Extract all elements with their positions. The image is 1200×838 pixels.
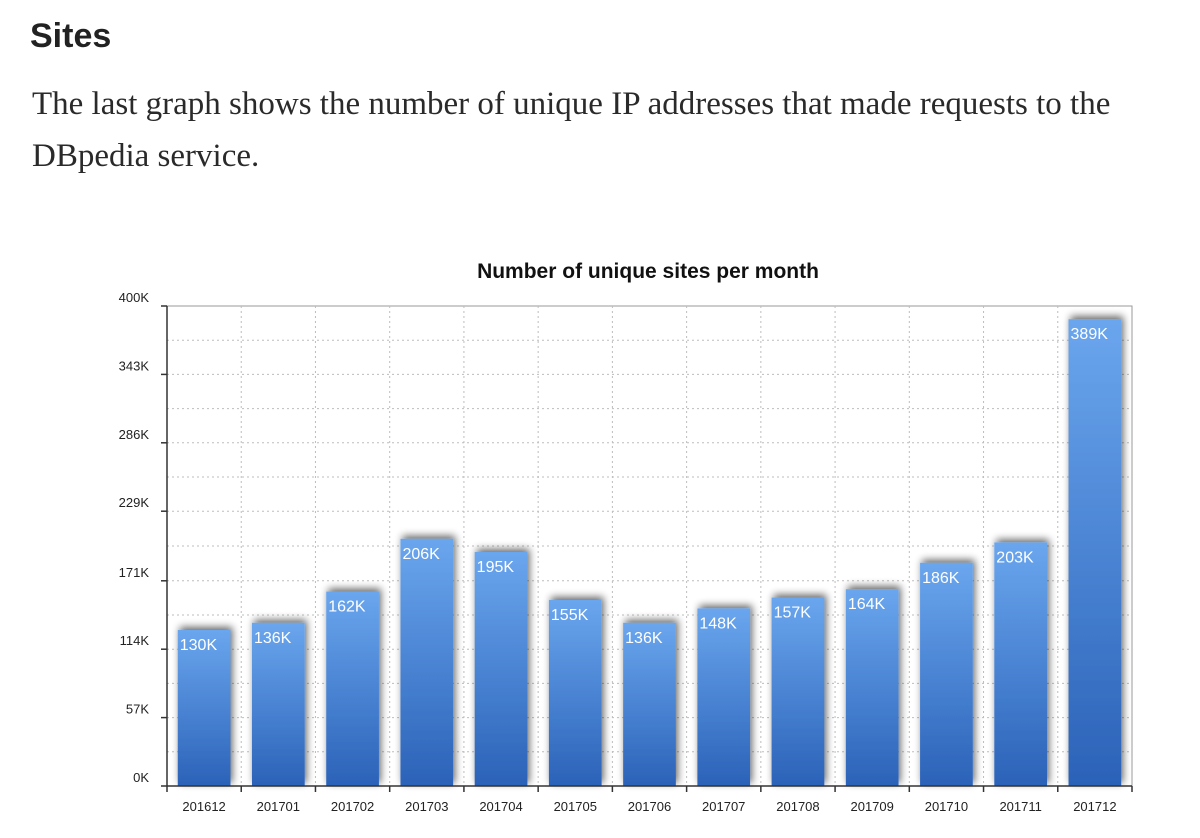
bar-201712 xyxy=(1068,319,1122,786)
bar-201711 xyxy=(994,542,1048,786)
bar-201701 xyxy=(251,622,305,786)
bar-value-label: 136K xyxy=(625,630,663,647)
y-tick-label: 400K xyxy=(119,290,150,305)
axis-layer: 0K 57K 114K 171K 229K 286K 343K 400K 201612 20170… xyxy=(119,290,1133,814)
bar-chart: Number of unique sites per month 130K 136… xyxy=(119,260,1133,814)
bar-201708 xyxy=(771,597,825,786)
bar-value-label: 186K xyxy=(922,570,960,587)
bar-201703 xyxy=(400,538,454,786)
x-tick-label: 201701 xyxy=(257,799,300,814)
y-tick-label: 229K xyxy=(119,495,150,510)
y-tick-label: 114K xyxy=(120,633,150,648)
x-tick-label: 201711 xyxy=(999,799,1041,814)
bar-201702 xyxy=(326,591,379,786)
bar-201709 xyxy=(845,589,899,786)
y-tick-label: 286K xyxy=(119,427,150,442)
x-tick-label: 201612 xyxy=(182,799,225,814)
x-tick-label: 201703 xyxy=(405,799,448,814)
section-heading: Sites xyxy=(30,17,112,55)
bar-value-label: 155K xyxy=(551,607,589,624)
bar-value-label: 157K xyxy=(774,605,812,622)
x-tick-label: 201704 xyxy=(479,799,522,814)
bar-value-label: 136K xyxy=(254,630,292,647)
chart-title: Number of unique sites per month xyxy=(477,260,819,283)
x-tick-label: 201705 xyxy=(554,799,597,814)
bar-201705 xyxy=(548,600,602,786)
bar-value-label: 164K xyxy=(848,596,886,613)
x-tick-label: 201706 xyxy=(628,799,671,814)
bar-value-label: 162K xyxy=(328,599,366,616)
intro-paragraph: The last graph shows the number of uniqu… xyxy=(32,86,1111,174)
x-tick-label: 201709 xyxy=(850,799,893,814)
bar-value-label: 203K xyxy=(996,549,1034,566)
bar-201612 xyxy=(177,630,231,786)
x-tick-label: 201712 xyxy=(1073,799,1116,814)
y-tick-label: 0K xyxy=(133,770,149,785)
bar-201704 xyxy=(474,552,528,786)
x-tick-label: 201707 xyxy=(702,799,745,814)
bars-layer: 130K 136K 162K 206K 195K 155K 136K 148K 157K 164K… xyxy=(177,319,1122,786)
y-tick-label: 57K xyxy=(126,702,149,717)
x-tick-label: 201710 xyxy=(925,799,968,814)
bar-201706 xyxy=(623,622,676,786)
y-tick-label: 171K xyxy=(119,565,150,580)
bar-value-label: 148K xyxy=(699,615,737,632)
bar-value-label: 206K xyxy=(402,546,440,563)
bar-201710 xyxy=(920,562,973,786)
bar-value-label: 130K xyxy=(180,637,218,654)
x-tick-label: 201708 xyxy=(776,799,819,814)
chart-container: Number of unique sites per month 130K 136… xyxy=(0,240,1200,838)
y-tick-label: 343K xyxy=(119,358,150,373)
bar-value-label: 195K xyxy=(477,559,515,576)
bar-value-label: 389K xyxy=(1071,326,1109,343)
bar-201707 xyxy=(697,608,751,786)
x-tick-label: 201702 xyxy=(331,799,374,814)
